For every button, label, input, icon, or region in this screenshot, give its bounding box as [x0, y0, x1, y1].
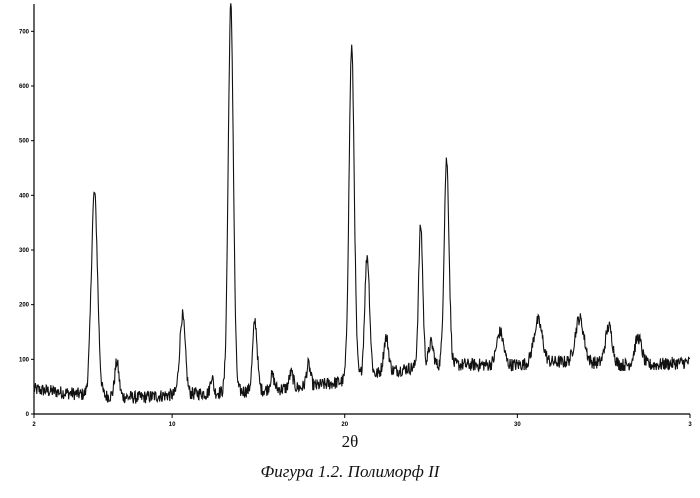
x-tick-label: 20: [341, 422, 348, 428]
y-tick-label: 500: [19, 139, 30, 145]
figure-caption: Фигура 1.2. Полиморф II: [0, 462, 700, 482]
y-tick-label: 200: [19, 303, 30, 309]
y-tick-label: 700: [19, 29, 30, 35]
chart-svg: 0 100 200 300 400 500 600 700 2 10 20 30 3: [0, 0, 700, 430]
y-tick-label: 100: [19, 357, 30, 363]
x-tick-label: 30: [514, 422, 521, 428]
y-ticks: 0 100 200 300 400 500 600 700: [19, 29, 34, 418]
diffraction-trace: [34, 3, 690, 403]
x-tick-label: 3: [688, 422, 692, 428]
y-tick-label: 400: [19, 193, 30, 199]
y-tick-label: 300: [19, 248, 30, 254]
x-axis-label: 2θ: [0, 432, 700, 452]
x-ticks: 2 10 20 30 3: [32, 414, 692, 428]
x-tick-label: 10: [169, 422, 176, 428]
y-tick-label: 600: [19, 84, 30, 90]
y-tick-label: 0: [26, 412, 30, 418]
x-tick-label: 2: [32, 422, 36, 428]
